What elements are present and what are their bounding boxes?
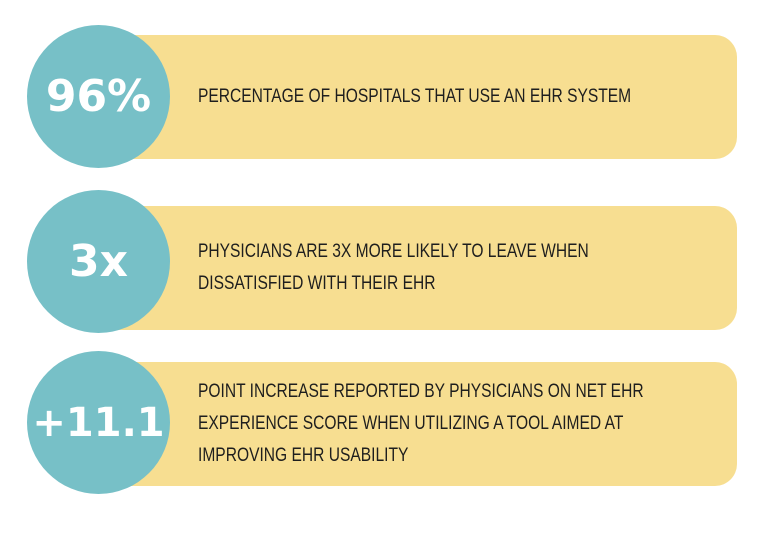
stat-description-card: PERCENTAGE OF HOSPITALS THAT USE AN EHR …: [95, 35, 737, 159]
stat-value: 96%: [45, 71, 152, 122]
description-line: PHYSICIANS ARE 3X MORE LIKELY TO LEAVE W…: [198, 241, 589, 262]
stat-description: PHYSICIANS ARE 3X MORE LIKELY TO LEAVE W…: [198, 236, 589, 300]
description-line: IMPROVING EHR USABILITY: [198, 445, 409, 466]
description-line: PERCENTAGE OF HOSPITALS THAT USE AN EHR …: [198, 86, 632, 107]
stat-value: 3x: [69, 236, 128, 287]
stat-value: +11.1: [32, 399, 165, 446]
stat-description: POINT INCREASE REPORTED BY PHYSICIANS ON…: [198, 376, 644, 472]
stat-description-card: POINT INCREASE REPORTED BY PHYSICIANS ON…: [95, 362, 737, 486]
stat-description-card: PHYSICIANS ARE 3X MORE LIKELY TO LEAVE W…: [95, 206, 737, 330]
stat-description: PERCENTAGE OF HOSPITALS THAT USE AN EHR …: [198, 81, 631, 113]
stat-value-badge: +11.1: [27, 351, 170, 494]
description-line: EXPERIENCE SCORE WHEN UTILIZING A TOOL A…: [198, 413, 624, 434]
description-line: DISSATISFIED WITH THEIR EHR: [198, 273, 436, 294]
stat-value-badge: 3x: [27, 190, 170, 333]
stat-value-badge: 96%: [27, 25, 170, 168]
description-line: POINT INCREASE REPORTED BY PHYSICIANS ON…: [198, 381, 644, 402]
